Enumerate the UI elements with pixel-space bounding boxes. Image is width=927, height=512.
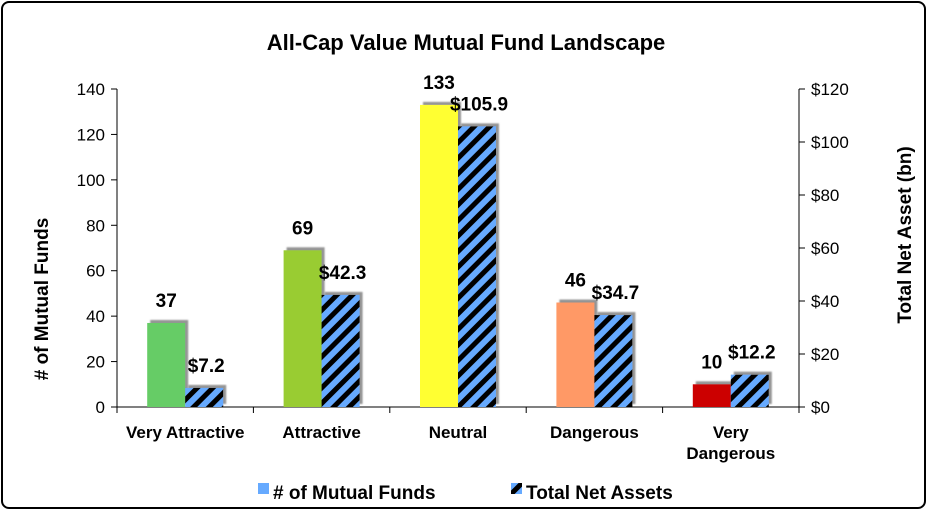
bar-assets — [458, 126, 496, 408]
left-tick-label: 100 — [77, 171, 105, 190]
bar-funds — [147, 322, 186, 407]
data-label-funds: 133 — [423, 73, 455, 94]
bar-assets — [321, 294, 360, 407]
bar-funds — [283, 250, 322, 407]
left-tick-label: 20 — [86, 353, 105, 372]
left-axis-title: # of Mutual Funds — [32, 218, 53, 381]
chart-svg: All-Cap Value Mutual Fund Landscape # of… — [32, 30, 916, 504]
category-label: Dangerous — [686, 444, 775, 463]
bar-funds — [420, 104, 458, 408]
right-tick-label: $60 — [811, 239, 839, 258]
left-tick-label: 120 — [77, 125, 105, 144]
right-tick-label: $100 — [811, 133, 849, 152]
bar-assets — [185, 387, 224, 407]
category-label: Very — [713, 423, 749, 442]
data-label-assets: $42.3 — [319, 263, 367, 284]
category-label: Attractive — [282, 423, 360, 442]
left-tick-label: 0 — [96, 398, 105, 417]
legend: # of Mutual Funds Total Net Assets — [258, 483, 673, 504]
bar-funds — [556, 302, 595, 407]
right-tick-label: $120 — [811, 80, 849, 99]
left-tick-label: 80 — [86, 216, 105, 235]
data-label-funds: 46 — [565, 271, 586, 292]
right-tick-label: $20 — [811, 345, 839, 364]
category-label: Very Attractive — [126, 423, 244, 442]
legend-label-funds: # of Mutual Funds — [273, 483, 436, 504]
category-label: Dangerous — [550, 423, 639, 442]
data-label-funds: 69 — [292, 218, 313, 239]
plot-area: 0 20 40 60 80 100 120 140 $0 $20 $40 $60 $80 $100 $120… — [77, 73, 849, 463]
bar-funds — [692, 384, 731, 407]
chart-title: All-Cap Value Mutual Fund Landscape — [267, 30, 666, 55]
left-tick-label: 40 — [86, 307, 105, 326]
data-label-assets: $12.2 — [728, 343, 776, 364]
right-axis-title: Total Net Asset (bn) — [895, 146, 916, 323]
legend-swatch-funds — [258, 483, 269, 494]
bar-assets — [730, 374, 769, 407]
right-tick-label: $80 — [811, 186, 839, 205]
data-label-funds: 37 — [156, 291, 177, 312]
bar-assets — [594, 315, 633, 407]
right-tick-label: $0 — [811, 398, 830, 417]
data-label-assets: $105.9 — [450, 94, 508, 115]
right-tick-label: $40 — [811, 292, 839, 311]
data-label-assets: $7.2 — [188, 356, 225, 377]
left-tick-label: 140 — [77, 80, 105, 99]
data-label-assets: $34.7 — [592, 283, 640, 304]
legend-label-assets: Total Net Assets — [526, 483, 673, 504]
data-label-funds: 10 — [701, 352, 722, 373]
left-tick-label: 60 — [86, 262, 105, 281]
legend-swatch-assets — [511, 483, 522, 494]
category-label: Neutral — [429, 423, 488, 442]
